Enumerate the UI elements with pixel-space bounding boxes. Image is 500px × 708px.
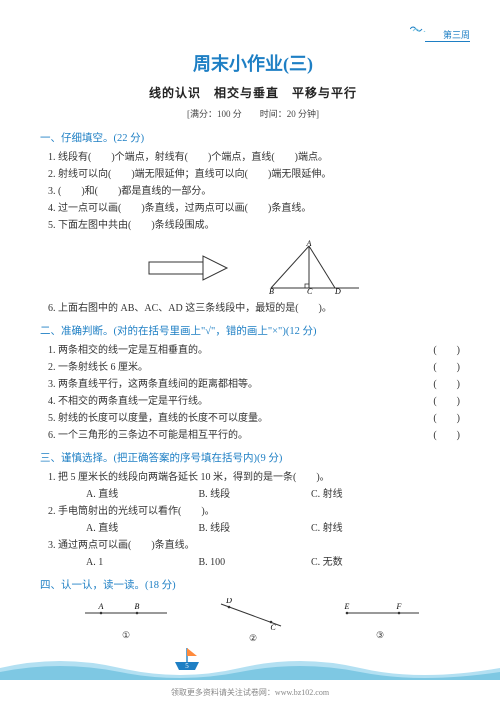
- s4-fig2-label: ②: [213, 633, 293, 644]
- s3-q3-a: A. 1: [86, 554, 196, 571]
- section2-head: 二、准确判断。(对的在括号里画上"√"，错的画上"×")(12 分): [40, 323, 466, 338]
- arrow-figure-icon: [143, 250, 233, 286]
- s1-q5: 5. 下面左图中共由( )条线段围成。: [40, 217, 466, 234]
- s3-q2-choices: A. 直线 B. 线段 C. 射线: [40, 520, 466, 537]
- footer-wave-icon: 5: [0, 646, 500, 680]
- s4-fig1-label: ①: [81, 630, 171, 641]
- triangle-figure-icon: A B C D: [263, 240, 363, 296]
- section1-head: 一、仔细填空。(22 分): [40, 130, 466, 145]
- s3-q1-b: B. 线段: [199, 486, 309, 503]
- s2-q3: 3. 两条直线平行，这两条直线间的距离都相等。( ): [40, 376, 466, 393]
- s2-q6: 6. 一个三角形的三条边不可能是相互平行的。( ): [40, 427, 466, 444]
- s2-q3-text: 3. 两条直线平行，这两条直线间的距离都相等。: [48, 379, 258, 390]
- s4-fig1: A B ①: [81, 601, 171, 641]
- svg-text:A: A: [306, 240, 312, 248]
- s3-q2-c: C. 射线: [311, 520, 421, 537]
- s3-q3-choices: A. 1 B. 100 C. 无数: [40, 554, 466, 571]
- page-subtitle: 线的认识 相交与垂直 平移与平行: [40, 84, 466, 101]
- s4-fig3-label: ③: [335, 630, 425, 641]
- s4-fig3: E F ③: [335, 601, 425, 641]
- svg-text:B: B: [269, 287, 274, 296]
- footer-link: 领取更多资料请关注试卷网：www.bz102.com: [0, 687, 500, 698]
- s2-q5-text: 5. 射线的长度可以度量，直线的长度不可以度量。: [48, 413, 268, 424]
- svg-text:D: D: [334, 287, 341, 296]
- s1-q1: 1. 线段有( )个端点，射线有( )个端点，直线( )端点。: [40, 149, 466, 166]
- s2-q4: 4. 不相交的两条直线一定是平行线。( ): [40, 393, 466, 410]
- svg-text:B: B: [135, 602, 140, 611]
- svg-text:C: C: [270, 623, 276, 630]
- header-corner: 第三周: [425, 28, 470, 42]
- s2-q6-text: 6. 一个三角形的三条边不可能是相互平行的。: [48, 430, 248, 441]
- s4-figures: A B ① D C ② E F ③: [60, 598, 446, 644]
- s3-q3-b: B. 100: [199, 554, 309, 571]
- svg-text:C: C: [307, 287, 313, 296]
- s3-q1-choices: A. 直线 B. 线段 C. 射线: [40, 486, 466, 503]
- s3-q1: 1. 把 5 厘米长的线段向两端各延长 10 米，得到的是一条( )。: [40, 469, 466, 486]
- s2-q1-text: 1. 两条相交的线一定是互相垂直的。: [48, 345, 208, 356]
- s2-q5: 5. 射线的长度可以度量，直线的长度不可以度量。( ): [40, 410, 466, 427]
- svg-text:F: F: [396, 602, 402, 611]
- s1-q6: 6. 上面右图中的 AB、AC、AD 这三条线段中，最短的是( )。: [40, 300, 466, 317]
- s2-q2-text: 2. 一条射线长 6 厘米。: [48, 362, 148, 373]
- s3-q2-a: A. 直线: [86, 520, 196, 537]
- s1-q2: 2. 射线可以向( )端无限延伸；直线可以向( )端无限延伸。: [40, 166, 466, 183]
- svg-text:5: 5: [185, 662, 189, 670]
- s4-fig2: D C ②: [213, 598, 293, 644]
- s3-q1-a: A. 直线: [86, 486, 196, 503]
- page-meta: [满分：100 分 时间：20 分钟]: [40, 107, 466, 120]
- s3-q3-c: C. 无数: [311, 554, 421, 571]
- svg-text:D: D: [225, 598, 232, 605]
- s2-q1: 1. 两条相交的线一定是互相垂直的。( ): [40, 342, 466, 359]
- s1-q4: 4. 过一点可以画( )条直线，过两点可以画( )条直线。: [40, 200, 466, 217]
- page-content: 周末小作业(三) 线的认识 相交与垂直 平移与平行 [满分：100 分 时间：2…: [0, 0, 500, 644]
- s3-q2: 2. 手电筒射出的光线可以看作( )。: [40, 503, 466, 520]
- s3-q1-c: C. 射线: [311, 486, 421, 503]
- s1-figures: A B C D: [40, 240, 466, 296]
- s3-q3: 3. 通过两点可以画( )条直线。: [40, 537, 466, 554]
- s2-q4-text: 4. 不相交的两条直线一定是平行线。: [48, 396, 208, 407]
- s3-q2-b: B. 线段: [199, 520, 309, 537]
- section3-head: 三、谨慎选择。(把正确答案的序号填在括号内)(9 分): [40, 450, 466, 465]
- svg-text:A: A: [98, 602, 104, 611]
- svg-text:E: E: [344, 602, 350, 611]
- s1-q3: 3. ( )和( )都是直线的一部分。: [40, 183, 466, 200]
- s2-q2: 2. 一条射线长 6 厘米。( ): [40, 359, 466, 376]
- section4-head: 四、认一认，读一读。(18 分): [40, 577, 466, 592]
- page-title: 周末小作业(三): [40, 50, 466, 76]
